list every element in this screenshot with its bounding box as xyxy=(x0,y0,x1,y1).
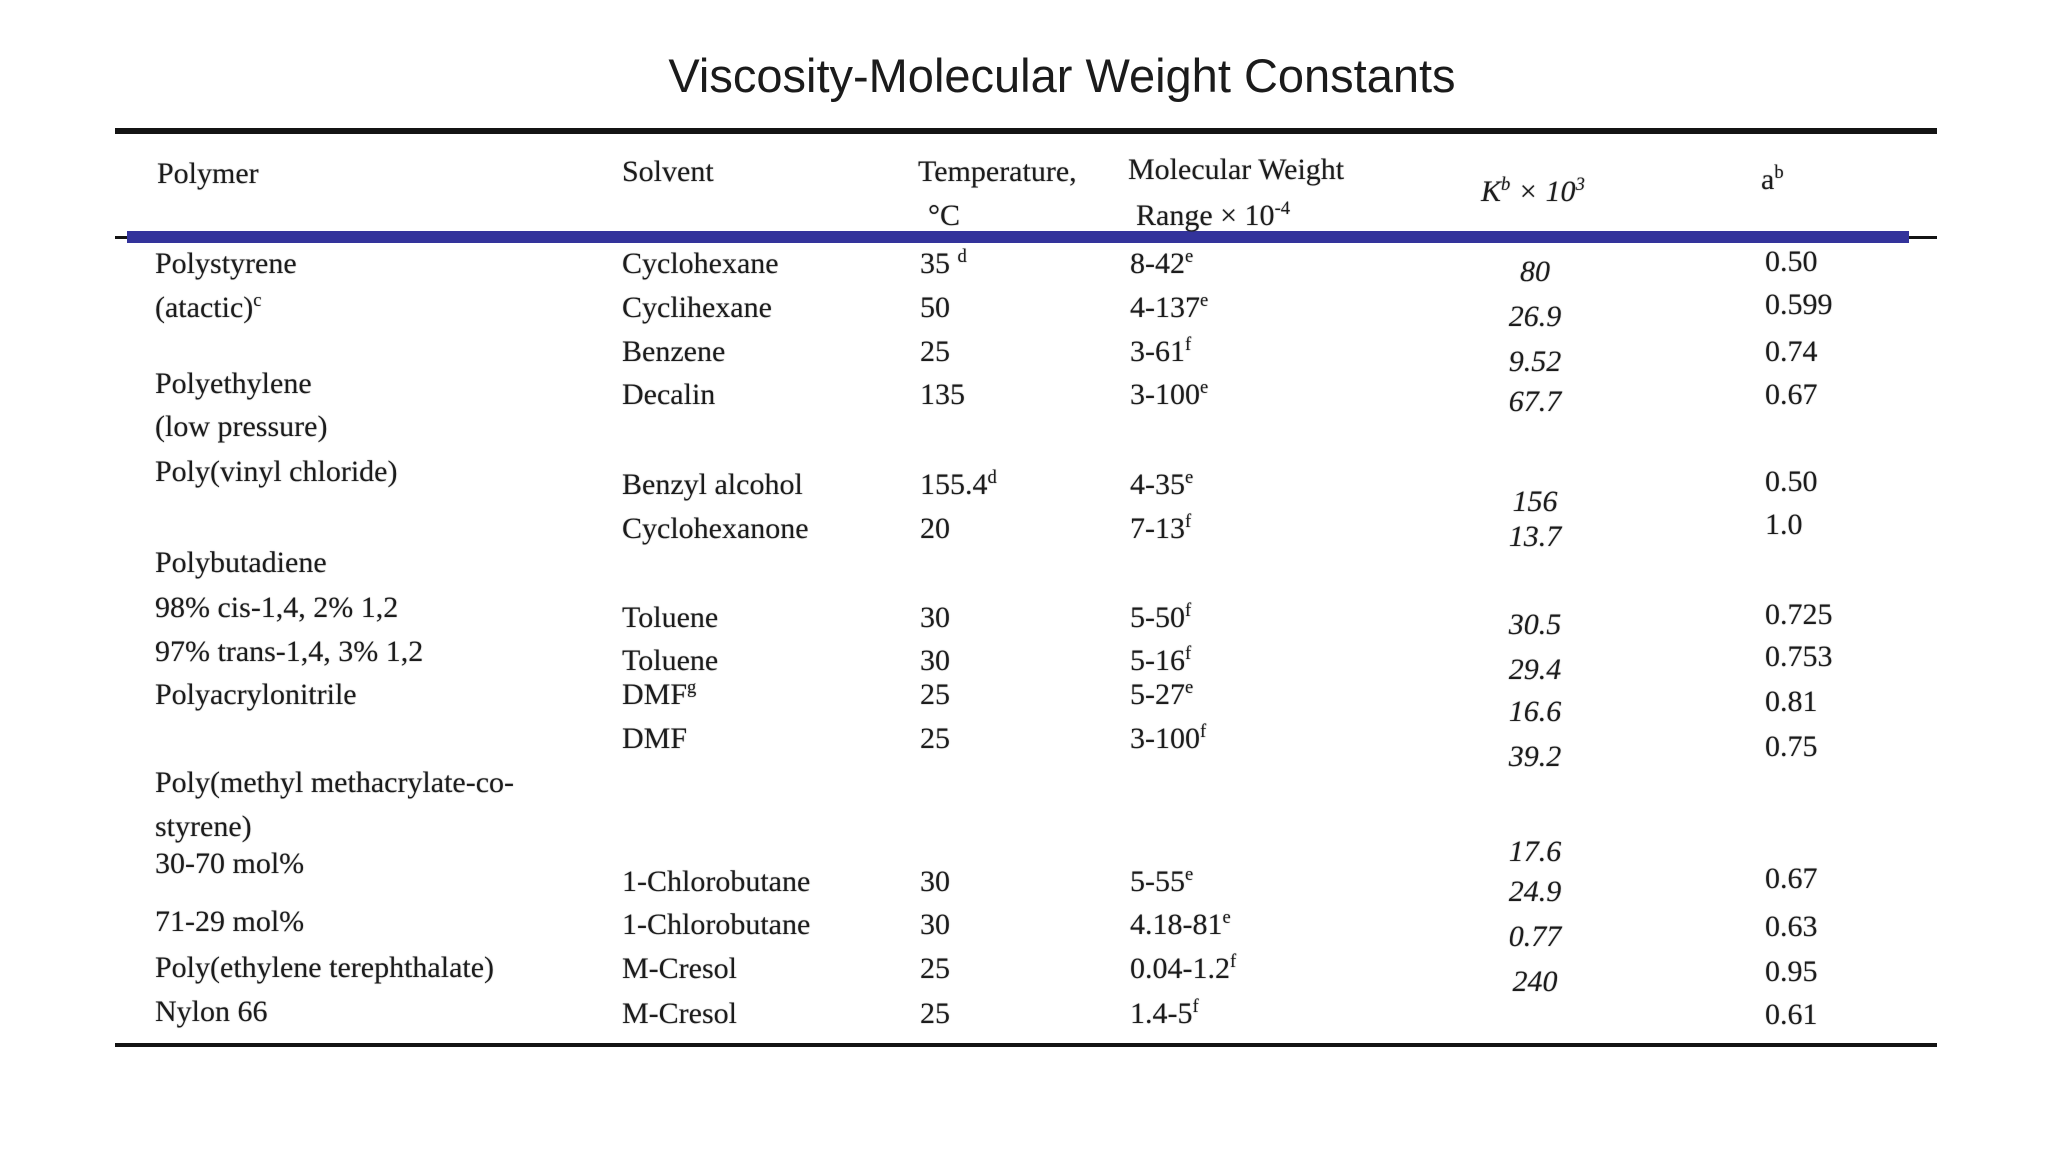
table-cell-a_values: 0.74 xyxy=(1765,335,1818,368)
table-cell-a_values: 0.753 xyxy=(1765,640,1833,673)
table-cell-k_values: 17.6 xyxy=(1508,835,1562,868)
table-cell-temperature: 20 xyxy=(920,512,950,545)
table-cell-a_values: 0.50 xyxy=(1765,245,1818,278)
table-cell-solvent: Toluene xyxy=(622,601,719,634)
header-molecular-weight: Molecular Weight xyxy=(1128,153,1345,186)
table-cell-k_values: 80 xyxy=(1520,255,1550,288)
table-cell-solvent: Cyclohexanone xyxy=(622,512,809,545)
table-cell-solvent: Benzene xyxy=(622,335,726,368)
table-cell-mw_range: 3-100f xyxy=(1130,721,1207,755)
table-cell-polymer: Polybutadiene xyxy=(155,546,327,579)
table-cell-solvent: M-Cresol xyxy=(622,997,737,1030)
header-a-exponent: ab xyxy=(1761,162,1784,196)
table-cell-polymer: Polyethylene xyxy=(155,367,312,400)
table-cell-mw_range: 4-137e xyxy=(1130,290,1209,324)
table-cell-mw_range: 7-13f xyxy=(1130,511,1192,545)
table-cell-mw_range: 5-16f xyxy=(1130,643,1192,677)
table-cell-k_values: 26.9 xyxy=(1508,300,1562,333)
table-cell-mw_range: 5-50f xyxy=(1130,600,1192,634)
table-cell-a_values: 0.95 xyxy=(1765,955,1818,988)
table-top-rule xyxy=(115,128,1937,134)
table-cell-polymer: styrene) xyxy=(155,810,252,843)
table-cell-a_values: 1.0 xyxy=(1765,508,1803,541)
table-cell-polymer: Poly(methyl methacrylate-co- xyxy=(155,766,515,799)
table-cell-solvent: DMFg xyxy=(622,677,697,711)
table-cell-polymer: Nylon 66 xyxy=(155,995,268,1028)
table-cell-k_values: 9.52 xyxy=(1508,345,1562,378)
header-polymer: Polymer xyxy=(157,157,259,190)
table-cell-temperature: 25 xyxy=(920,722,950,755)
header-solvent: Solvent xyxy=(622,155,714,188)
table-cell-polymer: 30-70 mol% xyxy=(155,847,305,880)
table-cell-polymer: 71-29 mol% xyxy=(155,905,305,938)
table-cell-temperature: 30 xyxy=(920,644,950,677)
table-cell-solvent: M-Cresol xyxy=(622,952,737,985)
table-cell-mw_range: 8-42e xyxy=(1130,246,1194,280)
table-cell-mw_range: 4.18-81e xyxy=(1130,907,1231,941)
table-cell-k_values: 13.7 xyxy=(1508,520,1562,553)
header-temperature: Temperature, xyxy=(918,155,1077,188)
table-cell-polymer: (low pressure) xyxy=(155,410,328,443)
table-cell-temperature: 35 d xyxy=(920,246,967,280)
table-cell-solvent: 1-Chlorobutane xyxy=(622,865,811,898)
table-cell-mw_range: 3-100e xyxy=(1130,377,1209,411)
table-cell-k_values: 240 xyxy=(1512,965,1558,998)
table-cell-solvent: Benzyl alcohol xyxy=(622,468,803,501)
table-cell-temperature: 25 xyxy=(920,335,950,368)
table-cell-polymer: Polystyrene xyxy=(155,247,297,280)
table-cell-polymer: Poly(vinyl chloride) xyxy=(155,455,398,488)
table-cell-temperature: 155.4d xyxy=(920,467,997,501)
table-cell-polymer: Poly(ethylene terephthalate) xyxy=(155,951,495,984)
table-cell-k_values: 39.2 xyxy=(1508,740,1562,773)
table-cell-k_values: 67.7 xyxy=(1508,385,1562,418)
table-cell-polymer: 98% cis-1,4, 2% 1,2 xyxy=(155,591,399,624)
table-cell-mw_range: 5-55e xyxy=(1130,864,1194,898)
table-cell-temperature: 30 xyxy=(920,908,950,941)
table-cell-temperature: 30 xyxy=(920,601,950,634)
table-cell-a_values: 0.75 xyxy=(1765,730,1818,763)
table-cell-k_values: 0.77 xyxy=(1508,920,1562,953)
header-mw-range: Range × 10-4 xyxy=(1136,198,1291,232)
header-k-constant: Kb × 103 xyxy=(1481,174,1585,208)
table-cell-k_values: 156 xyxy=(1512,485,1558,518)
table-bottom-rule xyxy=(115,1043,1937,1047)
table-cell-a_values: 0.67 xyxy=(1765,862,1818,895)
table-cell-a_values: 0.725 xyxy=(1765,598,1833,631)
table-cell-k_values: 24.9 xyxy=(1508,875,1562,908)
table-cell-mw_range: 0.04-1.2f xyxy=(1130,951,1237,985)
table-cell-solvent: 1-Chlorobutane xyxy=(622,908,811,941)
table-cell-polymer: 97% trans-1,4, 3% 1,2 xyxy=(155,635,424,668)
table-cell-solvent: DMF xyxy=(622,722,688,755)
table-cell-polymer: (atactic)c xyxy=(155,290,262,324)
table-cell-k_values: 16.6 xyxy=(1508,695,1562,728)
table-cell-a_values: 0.67 xyxy=(1765,378,1818,411)
table-cell-a_values: 0.81 xyxy=(1765,685,1818,718)
table-cell-temperature: 50 xyxy=(920,291,950,324)
table-cell-temperature: 25 xyxy=(920,952,950,985)
table-cell-k_values: 30.5 xyxy=(1508,608,1562,641)
slide-title: Viscosity-Molecular Weight Constants xyxy=(668,49,1456,102)
table-cell-temperature: 135 xyxy=(920,378,965,411)
table-cell-a_values: 0.599 xyxy=(1765,288,1833,321)
header-temperature-unit: °C xyxy=(928,199,961,232)
table-cell-mw_range: 5-27e xyxy=(1130,677,1194,711)
table-cell-a_values: 0.61 xyxy=(1765,998,1818,1031)
table-cell-mw_range: 4-35e xyxy=(1130,467,1194,501)
table-cell-mw_range: 3-61f xyxy=(1130,334,1192,368)
table-cell-solvent: Toluene xyxy=(622,644,719,677)
table-cell-a_values: 0.63 xyxy=(1765,910,1818,943)
table-cell-solvent: Cyclohexane xyxy=(622,247,779,280)
table-cell-k_values: 29.4 xyxy=(1508,653,1562,686)
header-divider-blue-line xyxy=(127,231,1909,243)
table-cell-a_values: 0.50 xyxy=(1765,465,1818,498)
table-cell-solvent: Decalin xyxy=(622,378,716,411)
table-cell-temperature: 30 xyxy=(920,865,950,898)
table-cell-temperature: 25 xyxy=(920,997,950,1030)
table-cell-mw_range: 1.4-5f xyxy=(1130,996,1199,1030)
table-cell-temperature: 25 xyxy=(920,678,950,711)
table-cell-polymer: Polyacrylonitrile xyxy=(155,678,357,711)
table-cell-solvent: Cyclihexane xyxy=(622,291,772,324)
